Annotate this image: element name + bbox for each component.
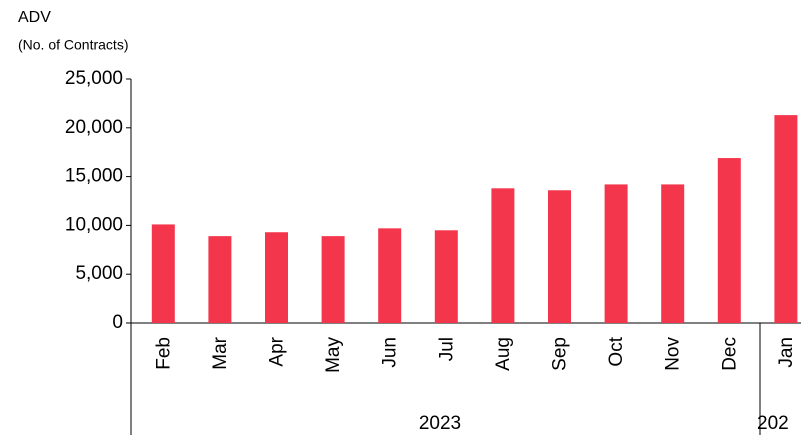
y-tick-label: 5,000 [75,263,123,284]
y-tick-label: 15,000 [65,166,123,187]
x-tick-label: Feb [153,337,174,370]
y-tick-label: 20,000 [65,117,123,138]
x-tick-label: Dec [719,337,740,371]
bar [265,232,288,323]
bar [434,230,458,323]
bar [604,184,628,323]
bar [208,236,232,323]
chart-subtitle: (No. of Contracts) [18,37,128,53]
x-tick-label: Jan [776,337,797,368]
bar [151,224,175,323]
x-group-label: 2023 [419,413,461,434]
x-tick-label: Mar [210,336,231,369]
x-tick-label: Aug [493,337,514,371]
x-tick-label: May [323,337,344,373]
x-tick-label: Jun [380,337,401,368]
x-tick-label: Apr [267,336,288,366]
y-tick-label: 0 [112,312,123,333]
bar [774,115,798,323]
y-tick-label: 10,000 [65,214,123,235]
x-tick-label: Oct [606,336,627,366]
bar [321,236,345,323]
bar [491,188,515,323]
bar [548,190,571,323]
bar [717,158,741,323]
x-tick-label: Jul [436,337,457,361]
x-tick-label: Nov [663,337,684,371]
y-tick-label: 25,000 [65,68,123,89]
bar [378,228,402,323]
x-tick-label: Sep [550,337,571,371]
bar [661,184,685,323]
x-group-label: 202 [757,413,789,434]
chart-title: ADV [18,9,51,26]
